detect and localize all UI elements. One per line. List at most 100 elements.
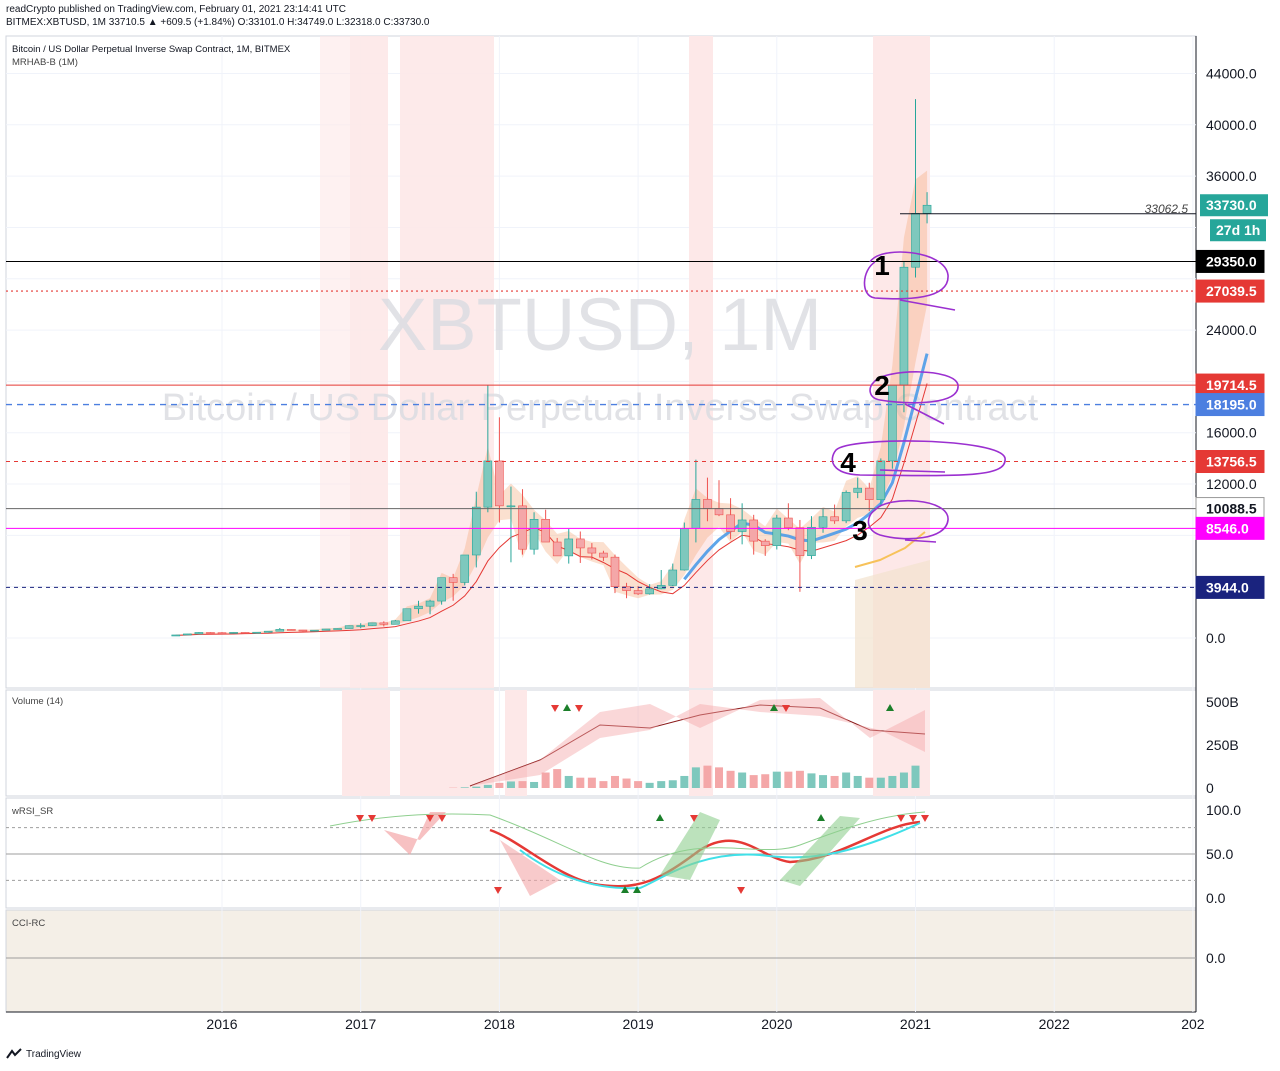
volume-bar [518,781,527,788]
rsi-cloud [660,812,720,880]
candle [240,631,250,634]
rsi-tick-label: 100.0 [1206,802,1241,818]
candle-body [737,519,747,532]
candle [217,632,227,634]
candle-body [391,620,400,625]
candle-body [321,628,331,631]
rsi-signal-arrow [356,815,364,822]
volume-bar [541,772,550,788]
countdown-label: 27d 1h [1216,222,1260,238]
candle-body [275,629,285,632]
trend-line-blue [683,353,929,581]
highlight-zone [689,36,713,688]
candle-body [518,505,527,550]
volume-signal-arrow [551,705,559,712]
candle [518,489,527,555]
candle [414,600,423,614]
volume-bar [726,770,735,788]
annotation-loop [869,371,959,425]
last-price-label: 33730.0 [1206,197,1257,213]
volume-ma-line [469,704,926,787]
candle [483,385,493,513]
ha-band [175,170,928,636]
candle [610,554,620,594]
candle [564,528,574,564]
volume-bar [599,781,608,788]
candle [275,627,285,632]
volume-tick-label: 250B [1206,737,1239,753]
candle-body [760,540,770,546]
rsi-signal-arrow [621,886,629,893]
volume-highlight-zone [400,690,494,796]
volume-bar [691,767,700,788]
volume-signal-arrow [782,705,790,712]
rsi-signal-arrow [897,815,905,822]
candle [183,633,192,636]
time-tick-label: 2018 [484,1016,515,1032]
candle-body [807,526,816,556]
candle-body [622,586,631,591]
volume-signal-arrow [575,705,583,712]
candle-body [864,487,874,500]
candle [333,628,342,630]
main-pane-title: Bitcoin / US Dollar Perpetual Inverse Sw… [12,44,291,55]
candle [576,531,585,563]
rsi-cloud [780,816,860,886]
candle-body [252,631,261,634]
rsi-signal-arrow [368,815,376,822]
candle-body [645,588,654,595]
candle [749,514,758,555]
cci-pane-title: CCI-RC [12,918,46,929]
rsi-signal-arrow [494,887,502,894]
candle-body [379,622,389,625]
volume-bar [645,782,654,788]
volume-bar [876,777,885,788]
rsi-signal-arrow [921,815,929,822]
highlight-zone [400,36,494,688]
price-line-label: 33062.5 [1145,202,1189,216]
candle [437,577,446,605]
price-badge-label: 27039.5 [1206,283,1257,299]
candle [495,417,504,523]
volume-highlight-zone [342,690,390,796]
volume-bar [564,775,573,788]
candle [552,537,562,557]
candle-body [414,605,423,610]
candle-body [344,625,354,629]
candle-body [899,266,909,386]
annotation-number: 1 [874,250,890,281]
volume-tick-label: 0 [1206,780,1214,796]
price-tick-label: 16000.0 [1206,425,1257,441]
price-tick-label: 44000.0 [1206,65,1257,81]
tradingview-footer[interactable]: TradingView [6,1048,81,1060]
volume-bar [634,781,643,788]
volume-signal-arrow [886,704,894,711]
candle [367,622,377,626]
watermark-symbol: XBTUSD, 1M [378,283,822,366]
rsi-signal-arrow [817,814,825,821]
candle [726,498,735,540]
price-tick-label: 24000.0 [1206,322,1257,338]
volume-bar [657,781,666,788]
candle [171,634,181,637]
annotation-loop [867,499,949,543]
candle [853,477,863,499]
candle-body [402,608,412,622]
highlight-zone [320,36,350,688]
candle-body [206,632,215,634]
rsi-signal-arrow [426,815,434,822]
candle-body [460,554,470,583]
price-badge-label: 10088.5 [1206,501,1257,517]
candle-body [506,505,516,508]
time-tick-label: 2016 [206,1016,237,1032]
candle-body [587,547,597,554]
candle-body [552,541,562,557]
candle [287,629,296,631]
candle [206,632,215,634]
candle-body [922,204,932,214]
projection-band [855,560,930,688]
price-badge-label: 3944.0 [1206,579,1249,595]
volume-bar [715,767,724,788]
candle [760,539,770,556]
